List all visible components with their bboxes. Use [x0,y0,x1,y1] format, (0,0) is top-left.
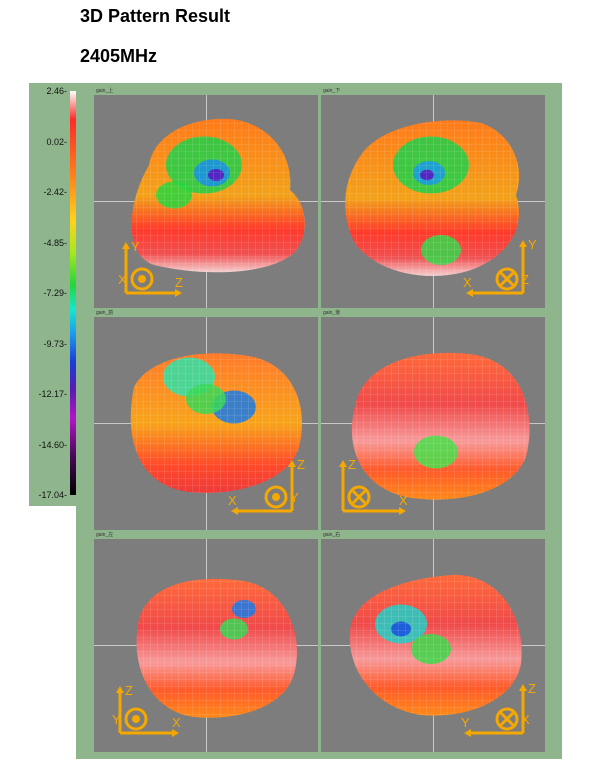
colorbar-tick-label: -12.17- [38,389,67,399]
arrow-head [339,460,347,467]
pattern-view: gain_左 Z X Y [94,532,318,752]
axis-label: Z [348,457,356,472]
axis-dot-icon [132,715,140,723]
pattern-view: gain_上 Y Z X [94,88,318,308]
arrow-head [464,729,471,737]
arrow-head [172,729,179,737]
axis-label: Z [528,681,536,696]
axis-label: X [172,715,181,730]
axis-triad: Y X Z [463,237,537,297]
colorbar-tick-label: 2.46- [46,86,67,96]
view-label: gain_前 [96,310,114,316]
axis-arrow [499,711,515,727]
axis-out-of-page-icon [130,267,154,291]
radiation-pattern-surface: Y Z X [118,118,305,297]
view-label: gain_下 [323,88,341,94]
axis-label: Z [175,275,183,290]
arrow-head [288,460,296,467]
axis-into-page-icon [347,485,371,509]
axis-label: X [228,493,237,508]
view-label: gain_左 [96,532,114,538]
pattern-view: gain_前 Z X Y [94,310,318,530]
radiation-pattern-surface: Z X Y [112,578,297,737]
axis-into-page-icon [495,267,519,291]
axis-label: Z [521,272,529,287]
axis-dot-icon [138,275,146,283]
axis-label: X [118,272,127,287]
color-scale-panel: 2.46- 0.02- -2.42- -4.85- -7.29- -9.73- -12.17… [29,83,81,506]
axis-into-page-icon [495,707,519,731]
pattern-view: gain_後 Z X [321,310,545,530]
pattern-view: gain_右 Z Y X [321,532,545,752]
pattern-mesh [136,578,297,718]
axis-label: X [521,712,530,727]
radiation-pattern-surface: Z X Y [130,353,305,515]
arrow-head [519,240,527,247]
view-viewport: Y Z X [94,95,318,308]
axis-label: Z [297,457,305,472]
frequency-label: 2405MHz [80,46,158,66]
radiation-pattern-surface: ZX [339,352,530,515]
axis-triad: Z X Y [228,457,305,515]
arrow-head [466,289,473,297]
axis-triad: Z X Y [112,683,181,737]
axis-out-of-page-icon [124,707,148,731]
axis-arrow [351,489,367,505]
colorbar-tick-label: 0.02- [46,136,67,147]
axis-arrow [499,271,515,287]
axis-triad: Z Y X [461,681,536,737]
axis-label: Y [528,237,537,252]
colorbar-tick-label: -2.42- [43,187,67,197]
pattern-mesh [130,353,302,493]
page-title: 3D Pattern Result [80,6,231,26]
colorbar-tick-label: -17.04- [38,490,67,500]
axis-label: X [399,493,408,508]
axis-label: X [463,275,472,290]
view-label: gain_後 [323,310,341,316]
radiation-pattern-surface: Z Y X [349,574,536,737]
colorbar-tick-label: -7.29- [43,288,67,298]
axis-triad: Y Z X [118,239,183,297]
arrow-head [519,684,527,691]
color-scale-bar [70,91,77,495]
arrow-head [175,289,182,297]
axis-dot-icon [272,493,280,501]
pattern-mesh [345,120,520,277]
arrow-head [116,686,124,693]
arrow-head [231,507,238,515]
pattern-view: gain_下 Y X Z [321,88,545,308]
view-viewport: Y X Z [321,95,545,308]
axis-label: Y [131,239,140,254]
radiation-pattern-surface: Y X Z [345,120,537,297]
pattern-mesh [349,574,522,716]
colorbar-tick-label: -4.85- [43,237,67,248]
pattern-mesh [351,352,530,500]
view-viewport: Z X Y [94,317,318,530]
arrow-head [399,507,406,515]
arrow-head [122,242,130,249]
view-viewport: Z X Y [94,539,318,752]
view-label: gain_上 [96,88,114,94]
axis-label: Y [461,715,470,730]
axis-label: Y [290,490,299,505]
axis-label: Y [112,712,121,727]
axis-out-of-page-icon [264,485,288,509]
axis-triad: ZX [339,457,408,515]
colorbar-tick-label: -14.60- [38,439,67,450]
colorbar-tick-label: -9.73- [43,338,67,349]
axis-label: Z [125,683,133,698]
pattern-mesh [131,118,305,273]
view-label: gain_右 [323,532,341,538]
view-viewport: Z Y X [321,539,545,752]
